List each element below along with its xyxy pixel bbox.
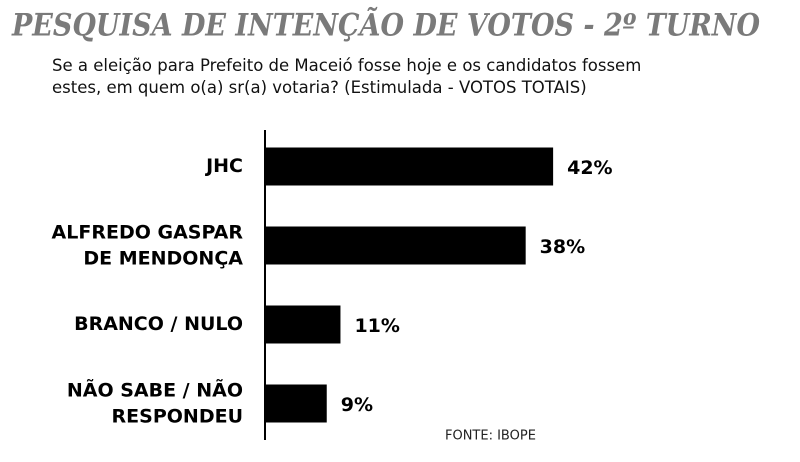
category-label-line: ALFREDO GASPAR: [52, 221, 244, 243]
category-label-line: NÃO SABE / NÃO: [67, 377, 243, 401]
category-label-line: RESPONDEU: [112, 405, 243, 427]
value-label: 9%: [341, 394, 373, 416]
category-label: JHC: [204, 155, 243, 177]
value-label: 42%: [567, 157, 612, 179]
value-label: 38%: [540, 236, 585, 258]
value-label: 11%: [354, 315, 399, 337]
subtitle: Se a eleição para Prefeito de Maceió fos…: [52, 56, 642, 97]
source: FONTE: IBOPE: [445, 429, 536, 444]
chart-title: PESQUISA DE INTENÇÃO DE VOTOS - 2º TURNO: [11, 6, 760, 44]
bar: [265, 226, 526, 265]
category-label: BRANCO / NULO: [74, 313, 243, 335]
bar: [265, 147, 554, 186]
category-label: ALFREDO GASPAR DE MENDONÇA: [52, 221, 244, 269]
category-label-line: DE MENDONÇA: [83, 247, 243, 269]
bar: [265, 305, 341, 344]
bar: [265, 384, 327, 423]
category-label: NÃO SABE / NÃO RESPONDEU: [67, 377, 243, 427]
